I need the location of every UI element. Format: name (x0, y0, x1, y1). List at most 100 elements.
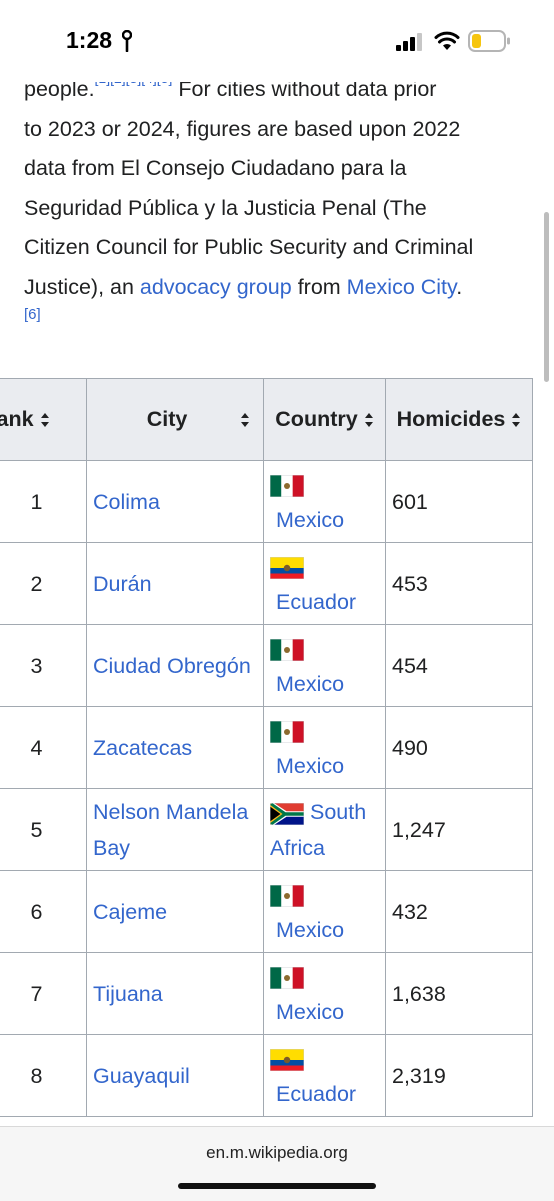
url-text[interactable]: en.m.wikipedia.org (206, 1143, 348, 1162)
table-row: 8 Guayaquil Ecuador 2,319 (0, 1034, 533, 1117)
country-link[interactable]: Mexico (275, 753, 345, 778)
city-link[interactable]: Zacatecas (93, 735, 193, 760)
homicides-cell: 453 (385, 542, 533, 625)
rank-value: 5 (30, 817, 43, 842)
mexico-flag-icon[interactable] (269, 472, 305, 498)
mexico-city-link[interactable]: Mexico City (346, 274, 457, 299)
country-link[interactable]: Mexico (275, 671, 345, 696)
ecuador-flag-icon[interactable] (269, 1046, 305, 1072)
country-cell: Ecuador (263, 1034, 386, 1117)
city-link[interactable]: Tijuana (93, 981, 163, 1006)
rank-value: 4 (30, 735, 43, 760)
rank-header-label: Rank (0, 407, 34, 431)
country-link[interactable]: Ecuador (275, 589, 357, 614)
homicides-value: 490 (392, 735, 428, 760)
rank-cell: 3 (0, 624, 87, 707)
article-text: data from El Consejo Ciudadano para la (24, 156, 407, 180)
country-link[interactable]: South Africa (270, 799, 367, 860)
country-column-header[interactable]: Country (263, 378, 386, 461)
advocacy-group-link[interactable]: advocacy group (139, 274, 292, 299)
homicides-table: Rank City Country Homicides 1 Colima Mexi… (0, 378, 533, 1117)
country-link[interactable]: Ecuador (275, 1081, 357, 1106)
country-cell: Mexico (263, 952, 386, 1035)
mexico-flag-icon[interactable] (269, 718, 305, 744)
rank-cell: 4 (0, 706, 87, 789)
location-pin-icon (122, 30, 132, 52)
homicides-cell: 1,638 (385, 952, 533, 1035)
battery-low-icon (468, 30, 510, 52)
homicides-cell: 454 (385, 624, 533, 707)
country-link[interactable]: Mexico (275, 507, 345, 532)
south-africa-flag-icon[interactable] (269, 800, 305, 826)
country-cell: Mexico (263, 624, 386, 707)
wifi-icon (434, 31, 460, 50)
country-cell: Mexico (263, 870, 386, 953)
country-header-label: Country (275, 407, 358, 431)
homicides-header-label: Homicides (396, 407, 506, 431)
mexico-flag-icon[interactable] (269, 882, 305, 908)
article-text: to 2023 or 2024, figures are based upon … (24, 116, 461, 141)
rank-cell: 1 (0, 460, 87, 543)
city-cell: Cajeme (86, 870, 264, 953)
rank-column-header[interactable]: Rank (0, 378, 87, 461)
cellular-signal-icon (396, 33, 422, 51)
country-cell: Mexico (263, 706, 386, 789)
ecuador-flag-icon[interactable] (269, 554, 305, 580)
mexico-flag-icon[interactable] (269, 636, 305, 662)
city-link[interactable]: Colima (93, 489, 160, 514)
rank-cell: 2 (0, 542, 87, 625)
rank-value: 3 (30, 653, 43, 678)
table-row: 2 Durán Ecuador 453 (0, 542, 533, 625)
rank-cell: 8 (0, 1034, 87, 1117)
homicides-column-header[interactable]: Homicides (385, 378, 533, 461)
city-column-header[interactable]: City (86, 378, 264, 461)
homicides-value: 453 (392, 571, 428, 596)
rank-value: 1 (30, 489, 43, 514)
article-text: Seguridad Pública y la Justicia Penal (T… (24, 195, 427, 220)
city-cell: Guayaquil (86, 1034, 264, 1117)
rank-value: 7 (30, 981, 43, 1006)
city-cell: Zacatecas (86, 706, 264, 789)
table-row: 4 Zacatecas Mexico 490 (0, 706, 533, 789)
city-header-label: City (146, 407, 188, 431)
homicides-cell: 432 (385, 870, 533, 953)
rank-value: 2 (30, 571, 43, 596)
browser-address-bar: en.m.wikipedia.org (0, 1126, 554, 1201)
table-row: 5 Nelson Mandela Bay South Africa 1,247 (0, 788, 533, 871)
status-time: 1:28 (66, 27, 113, 53)
homicides-cell: 490 (385, 706, 533, 789)
article-text: from (291, 274, 347, 299)
city-link[interactable]: Guayaquil (93, 1063, 190, 1088)
rank-value: 8 (30, 1063, 43, 1088)
page-scrollbar[interactable] (544, 212, 549, 382)
mexico-flag-icon[interactable] (269, 964, 305, 990)
article-text: . (456, 274, 463, 299)
table-header-row: Rank City Country Homicides (0, 378, 533, 461)
homicides-cell: 601 (385, 460, 533, 543)
homicides-value: 1,638 (392, 981, 446, 1006)
home-indicator[interactable] (178, 1183, 376, 1189)
table-row: 7 Tijuana Mexico 1,638 (0, 952, 533, 1035)
country-link[interactable]: Mexico (275, 999, 345, 1024)
city-link[interactable]: Cajeme (93, 899, 168, 924)
sort-icon (40, 413, 49, 428)
article-paragraph: people.[1][2][3][4][5] For cities withou… (24, 70, 534, 307)
sort-icon (241, 413, 249, 428)
rank-value: 6 (30, 899, 43, 924)
city-link[interactable]: Ciudad Obregón (93, 653, 251, 678)
table-row: 3 Ciudad Obregón Mexico 454 (0, 624, 533, 707)
article-text: Citizen Council for Public Security and … (24, 235, 474, 259)
sort-icon (364, 413, 373, 428)
sort-icon (512, 413, 521, 428)
reference-6-link[interactable]: [6] (24, 306, 41, 323)
rank-cell: 7 (0, 952, 87, 1035)
city-link[interactable]: Nelson Mandela Bay (93, 799, 249, 860)
status-bar: 1:28 (0, 0, 554, 82)
homicides-value: 601 (392, 489, 428, 514)
country-link[interactable]: Mexico (275, 917, 345, 942)
table-row: 1 Colima Mexico 601 (0, 460, 533, 543)
country-cell: South Africa (263, 788, 386, 871)
homicides-value: 454 (392, 653, 428, 678)
city-link[interactable]: Durán (93, 571, 152, 596)
homicides-value: 1,247 (392, 817, 446, 842)
